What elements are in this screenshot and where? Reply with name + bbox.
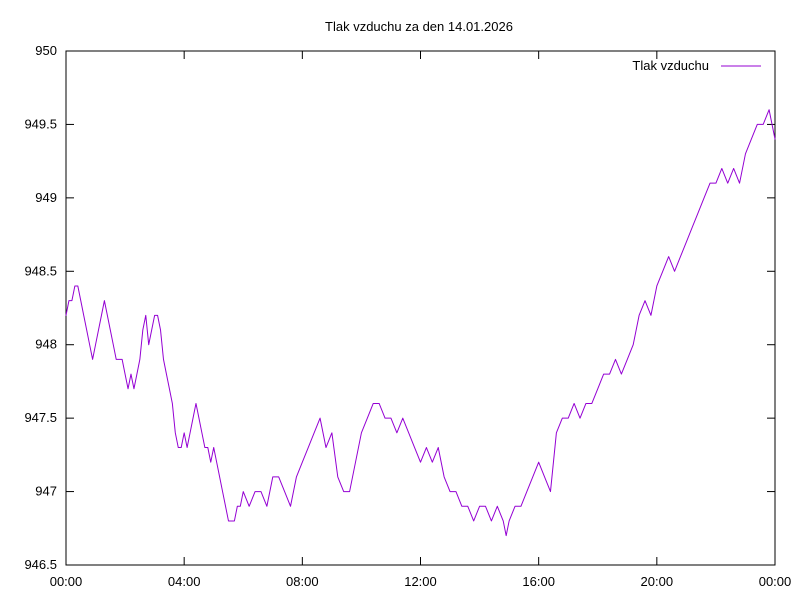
y-tick-label: 947: [35, 484, 57, 499]
x-tick-label: 00:00: [50, 574, 83, 589]
legend-label: Tlak vzduchu: [632, 58, 709, 73]
plot-frame: [65, 50, 776, 566]
x-tick-label: 04:00: [168, 574, 201, 589]
y-tick-label: 949: [35, 190, 57, 205]
y-tick-label: 948: [35, 337, 57, 352]
y-tick-label: 948.5: [24, 263, 57, 278]
x-tick-label: 08:00: [286, 574, 319, 589]
y-tick-label: 946.5: [24, 557, 57, 572]
y-tick-label: 949.5: [24, 116, 57, 131]
legend-layer: Tlak vzduchu: [632, 58, 761, 73]
x-tick-label: 00:00: [759, 574, 792, 589]
y-tick-label: 947.5: [24, 410, 57, 425]
x-tick-label: 12:00: [404, 574, 437, 589]
x-tick-label: 20:00: [641, 574, 674, 589]
x-tick-label: 16:00: [522, 574, 555, 589]
line-layer: [65, 109, 776, 537]
chart-title: Tlak vzduchu za den 14.01.2026: [325, 19, 513, 34]
tick-layer: 00:00 04:00 08:00 12:00 16:00 20:00 00:00 946.5…: [24, 43, 791, 589]
y-tick-label: 950: [35, 43, 57, 58]
series-line-1: [65, 109, 776, 537]
